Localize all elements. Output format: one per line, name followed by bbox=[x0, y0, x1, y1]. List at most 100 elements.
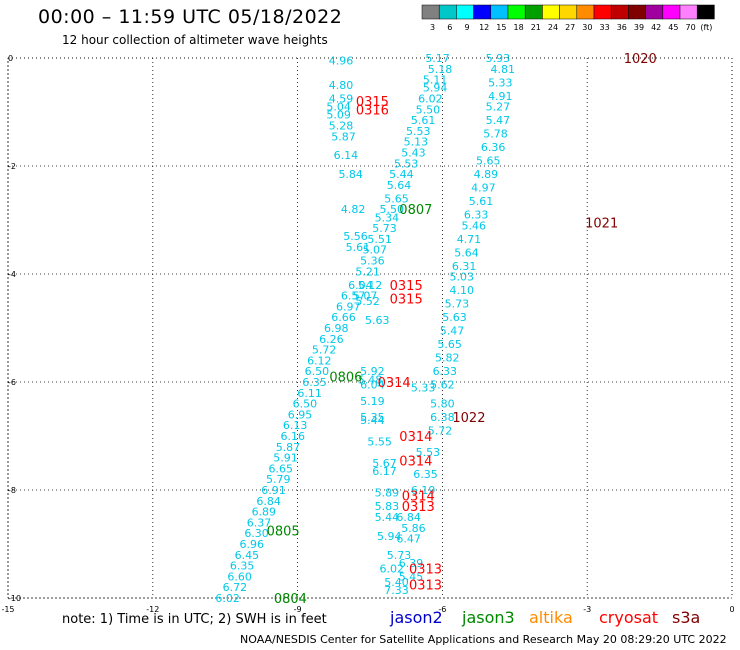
wave-height-value: 5.28 bbox=[329, 120, 354, 133]
wave-height-value: 4.97 bbox=[471, 182, 496, 195]
legend-swatch bbox=[524, 4, 543, 20]
pass-time-label: 0804 bbox=[274, 592, 307, 607]
wave-height-value: 6.50 bbox=[293, 398, 318, 411]
wave-height-value: 6.47 bbox=[396, 533, 421, 546]
wave-height-labels: 4.96 5.175.185.115.946.025.505.615.535.13… bbox=[215, 52, 656, 607]
wave-height-value: 6.19 bbox=[411, 484, 436, 497]
wave-height-value: 6.13 bbox=[283, 419, 308, 432]
legend-swatch bbox=[507, 4, 526, 20]
y-tick-label: 0 bbox=[8, 54, 13, 63]
pass-time-label: 0313 bbox=[409, 579, 442, 594]
wave-height-value: 5.80 bbox=[430, 398, 455, 411]
wave-height-value: 6.02 bbox=[418, 93, 443, 106]
wave-height-value: 4.80 bbox=[329, 79, 354, 92]
wave-height-value: 5.84 bbox=[338, 168, 363, 181]
wave-height-value: 6.02 bbox=[379, 562, 404, 575]
wave-height-value: 5.50 bbox=[379, 203, 404, 216]
pass-time-label: 0806 bbox=[329, 371, 362, 386]
legend-label: 24 bbox=[548, 23, 558, 32]
pass-time-label: 0315 bbox=[390, 292, 423, 307]
wave-height-value: 6.95 bbox=[288, 408, 313, 421]
legend-label: 42 bbox=[651, 23, 661, 32]
wave-height-value: 5.03 bbox=[449, 271, 474, 284]
wave-height-value: 5.83 bbox=[375, 500, 400, 513]
pass-time-label: 1021 bbox=[585, 217, 618, 232]
wave-height-value: 5.36 bbox=[360, 255, 385, 268]
wave-height-value: 5.73 bbox=[445, 298, 470, 311]
legend-swatch bbox=[593, 4, 612, 20]
wave-height-value: 5.35 bbox=[360, 411, 385, 424]
pass-time-label: 0314 bbox=[399, 430, 432, 445]
legend-swatch bbox=[490, 4, 509, 20]
wave-height-value: 5.11 bbox=[423, 74, 448, 87]
wave-height-value: 6.04 bbox=[348, 279, 373, 292]
pass-time-label: 0313 bbox=[402, 500, 435, 515]
y-tick-label: -6 bbox=[8, 378, 16, 387]
plot-border bbox=[7, 57, 733, 599]
wave-height-value: 6.66 bbox=[331, 311, 356, 324]
wave-height-value: 6.02 bbox=[215, 592, 240, 605]
wave-height-value: 5.56 bbox=[343, 230, 368, 243]
legend-label: 33 bbox=[600, 23, 610, 32]
wave-height-value: 4.89 bbox=[474, 168, 499, 181]
wave-height-value: 6.98 bbox=[324, 322, 349, 335]
wave-height-value: 6.39 bbox=[399, 557, 424, 570]
wave-height-value: 5.19 bbox=[360, 395, 385, 408]
legend-swatch bbox=[542, 4, 560, 20]
legend-swatch bbox=[645, 4, 664, 20]
page-subtitle: 12 hour collection of altimeter wave hei… bbox=[62, 33, 328, 47]
wave-height-value: 5.47 bbox=[440, 325, 465, 338]
wave-height-value: 6.35 bbox=[230, 560, 255, 573]
wave-height-value: 5.17 bbox=[425, 52, 450, 65]
wave-height-value: 5.65 bbox=[437, 338, 462, 351]
wave-height-value: 5.50 bbox=[416, 103, 441, 116]
wave-height-value: 5.34 bbox=[375, 211, 400, 224]
wave-height-value: 5.65 bbox=[476, 155, 501, 168]
x-tick-label: -3 bbox=[583, 605, 591, 614]
wave-height-value: 5.53 bbox=[394, 157, 419, 170]
wave-height-value: 5.09 bbox=[326, 109, 351, 122]
wave-height-value: 5.18 bbox=[428, 63, 453, 76]
pass-time-label: 0314 bbox=[399, 454, 432, 469]
wave-height-value: 5.33 bbox=[411, 381, 436, 394]
x-tick-label: -12 bbox=[146, 605, 159, 614]
wave-height-value: 6.33 bbox=[464, 209, 489, 222]
wave-height-value: 5.48 bbox=[358, 373, 383, 386]
pass-time-label: 0807 bbox=[399, 203, 432, 218]
wave-height-value: 5.61 bbox=[469, 195, 494, 208]
wave-height-value: 6.89 bbox=[252, 506, 277, 519]
wave-height-value: 6.91 bbox=[261, 484, 286, 497]
legend-swatch bbox=[456, 4, 474, 20]
legend-swatch bbox=[679, 4, 698, 20]
y-tick-label: -4 bbox=[8, 270, 16, 279]
wave-height-value: 5.53 bbox=[416, 446, 441, 459]
wave-height-value: 6.72 bbox=[223, 581, 248, 594]
legend-label: 36 bbox=[617, 23, 627, 32]
pass-time-label: 0313 bbox=[409, 562, 442, 577]
wave-height-value: 5.52 bbox=[355, 295, 380, 308]
wave-height-value: 5.45 bbox=[399, 570, 424, 583]
legend-label: 9 bbox=[464, 23, 469, 32]
legend-label: 15 bbox=[496, 23, 506, 32]
wave-height-value: 5.61 bbox=[411, 114, 436, 127]
wave-height-value: 6.45 bbox=[235, 549, 260, 562]
x-tick-label: -9 bbox=[294, 605, 302, 614]
legend-swatch bbox=[559, 4, 578, 20]
legend-label: 18 bbox=[514, 23, 524, 32]
pass-time-label: 1020 bbox=[624, 52, 657, 67]
pass-time-label: 0316 bbox=[356, 103, 389, 118]
wave-height-value: 5.46 bbox=[462, 219, 487, 232]
wave-height-value: 5.89 bbox=[375, 487, 400, 500]
wave-height-value: 5.44 bbox=[360, 414, 385, 427]
wave-height-value: 6.37 bbox=[247, 516, 272, 529]
legend-swatch bbox=[421, 4, 440, 20]
legend-label: 30 bbox=[582, 23, 592, 32]
wave-height-value: 5.87 bbox=[331, 130, 356, 143]
legend-label: 70 bbox=[686, 23, 696, 32]
wave-height-value: 5.63 bbox=[442, 311, 467, 324]
satellite-jason3: jason3 bbox=[462, 608, 515, 627]
wave-height-value: 5.51 bbox=[367, 233, 392, 246]
legend-swatch bbox=[473, 4, 492, 20]
wave-height-value: 5.21 bbox=[355, 265, 380, 278]
wave-height-value: 7.33 bbox=[384, 584, 409, 597]
